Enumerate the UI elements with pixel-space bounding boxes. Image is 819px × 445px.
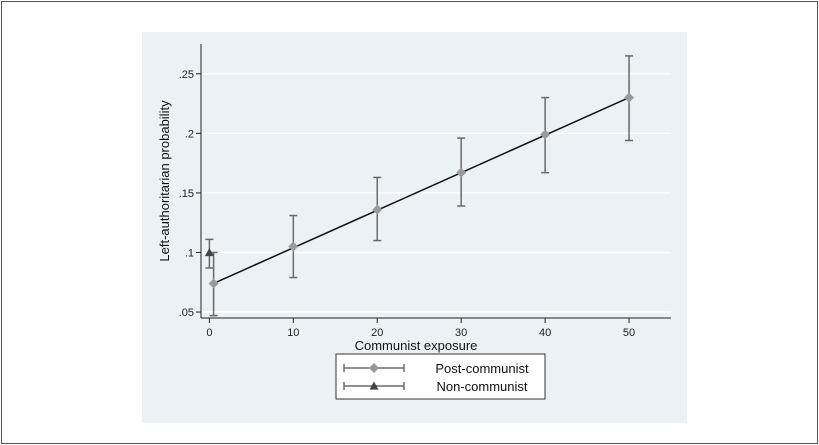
x-tick-label: 0 — [206, 327, 212, 339]
legend-label-post-communist: Post-communist — [435, 361, 529, 376]
legend-box — [335, 353, 546, 400]
x-tick-label: 30 — [455, 327, 467, 339]
legend-symbol-post-communist — [343, 363, 405, 373]
legend-label-non-communist: Non-communist — [436, 379, 527, 394]
axes — [200, 44, 671, 319]
chart-svg: .05 .1 .15 .2 .25 0 10 20 30 40 50 Communist expo… — [157, 44, 671, 400]
y-tick-label: .05 — [179, 307, 194, 319]
x-ticks: 0 10 20 30 40 50 — [206, 318, 635, 339]
y-tick-label: .25 — [179, 69, 194, 81]
x-tick-label: 20 — [371, 327, 383, 339]
chart-figure: .05 .1 .15 .2 .25 0 10 20 30 40 50 Communist expo… — [142, 32, 687, 423]
y-tick-label: .1 — [185, 247, 194, 259]
x-axis-title: Communist exposure — [355, 338, 478, 353]
x-tick-label: 40 — [539, 327, 551, 339]
point-post-communist — [208, 278, 219, 289]
point-non-communist — [204, 247, 214, 257]
legend-symbol-non-communist — [343, 381, 405, 390]
point-post-communist — [540, 129, 551, 140]
fit-line — [213, 96, 630, 285]
data-markers — [204, 92, 635, 289]
y-axis-title: Left-authoritarian probability — [157, 100, 172, 262]
y-ticks: .05 .1 .15 .2 .25 — [179, 69, 201, 319]
point-post-communist — [372, 204, 383, 215]
grid-lines — [201, 73, 671, 313]
point-post-communist — [288, 241, 299, 252]
legend: Post-communist Non-communist — [335, 353, 546, 400]
y-tick-label: .15 — [179, 188, 194, 200]
point-post-communist — [456, 167, 467, 178]
x-tick-label: 10 — [287, 327, 299, 339]
error-bars — [205, 55, 634, 317]
y-tick-label: .2 — [185, 128, 194, 140]
legend-marker-triangle — [369, 381, 379, 390]
point-post-communist — [624, 92, 635, 103]
legend-marker-diamond — [369, 363, 379, 373]
x-tick-label: 50 — [623, 327, 635, 339]
